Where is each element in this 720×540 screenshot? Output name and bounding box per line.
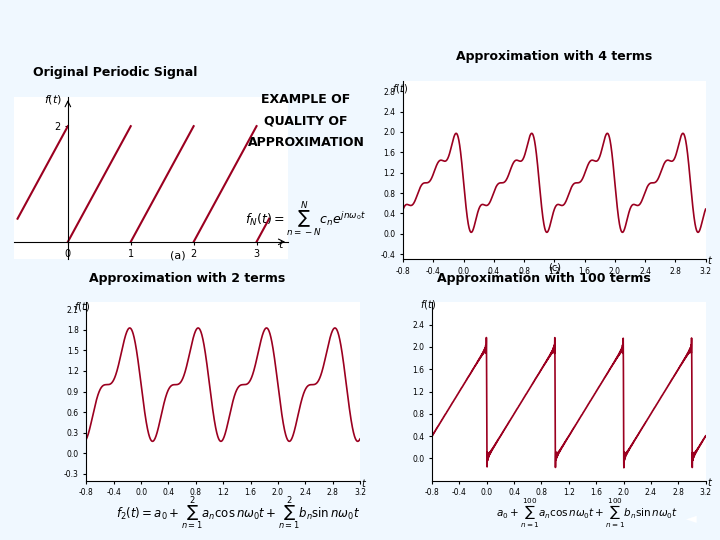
- Text: $f(t)$: $f(t)$: [74, 300, 90, 313]
- Text: EXAMPLE OF: EXAMPLE OF: [261, 93, 351, 106]
- Text: Approximation with 100 terms: Approximation with 100 terms: [437, 272, 650, 285]
- Text: $t$: $t$: [707, 476, 713, 488]
- Text: APPROXIMATION: APPROXIMATION: [248, 136, 364, 149]
- Text: $f_2(t) = a_0 + \sum_{n=1}^{2} a_n \cos n\omega_0 t + \sum_{n=1}^{2} b_n \sin n\: $f_2(t) = a_0 + \sum_{n=1}^{2} a_n \cos …: [115, 494, 360, 532]
- Text: $t$: $t$: [707, 254, 714, 266]
- Text: $f_N(t) = \sum_{n=-N}^{N} c_n e^{jn\omega_0 t}$: $f_N(t) = \sum_{n=-N}^{N} c_n e^{jn\omeg…: [246, 199, 366, 239]
- Text: (c): (c): [548, 262, 561, 272]
- Text: $f(t)$: $f(t)$: [392, 82, 408, 94]
- Text: Original Periodic Signal: Original Periodic Signal: [33, 66, 197, 79]
- Text: QUALITY OF: QUALITY OF: [264, 114, 348, 127]
- Text: $t$: $t$: [361, 477, 367, 489]
- Text: $f(t)$: $f(t)$: [420, 299, 436, 312]
- Text: ◄: ◄: [686, 511, 696, 525]
- Text: (a): (a): [170, 250, 186, 260]
- Text: $a_0 + \sum_{n=1}^{100} a_n \cos n\omega_0 t + \sum_{n=1}^{100} b_n \sin n\omega: $a_0 + \sum_{n=1}^{100} a_n \cos n\omega…: [495, 496, 678, 530]
- Text: Approximation with 4 terms: Approximation with 4 terms: [456, 50, 652, 63]
- Text: $f(t)$: $f(t)$: [43, 93, 62, 106]
- Text: Approximation with 2 terms: Approximation with 2 terms: [89, 272, 285, 285]
- Text: $t$: $t$: [278, 238, 285, 249]
